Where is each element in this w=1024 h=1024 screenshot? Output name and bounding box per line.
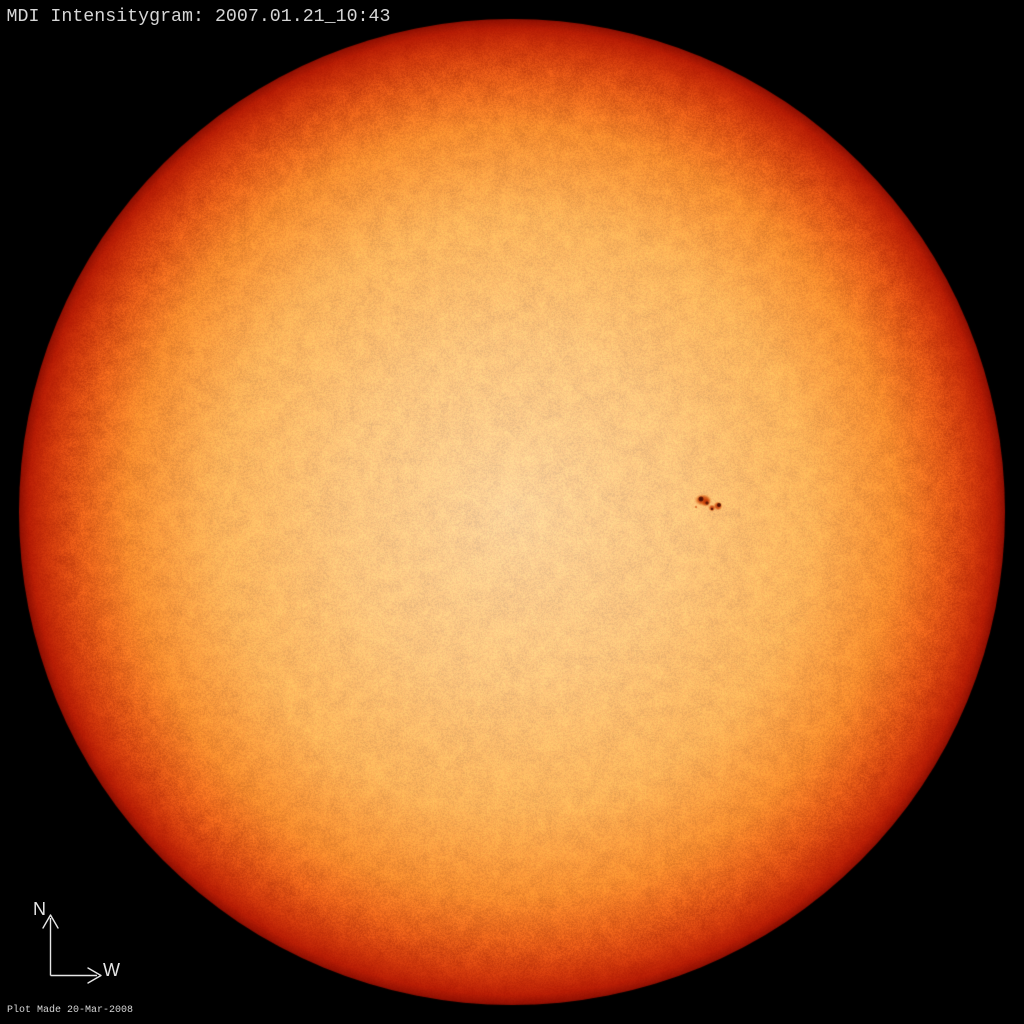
svg-text:Plot Made 20-Mar-2008: Plot Made 20-Mar-2008 (7, 1004, 133, 1016)
svg-text:N: N (33, 899, 46, 919)
svg-text:W: W (103, 960, 120, 980)
svg-text:MDI Intensitygram: 2007.01.2: MDI Intensitygram: 2007.01.21_10:43 (7, 7, 391, 27)
